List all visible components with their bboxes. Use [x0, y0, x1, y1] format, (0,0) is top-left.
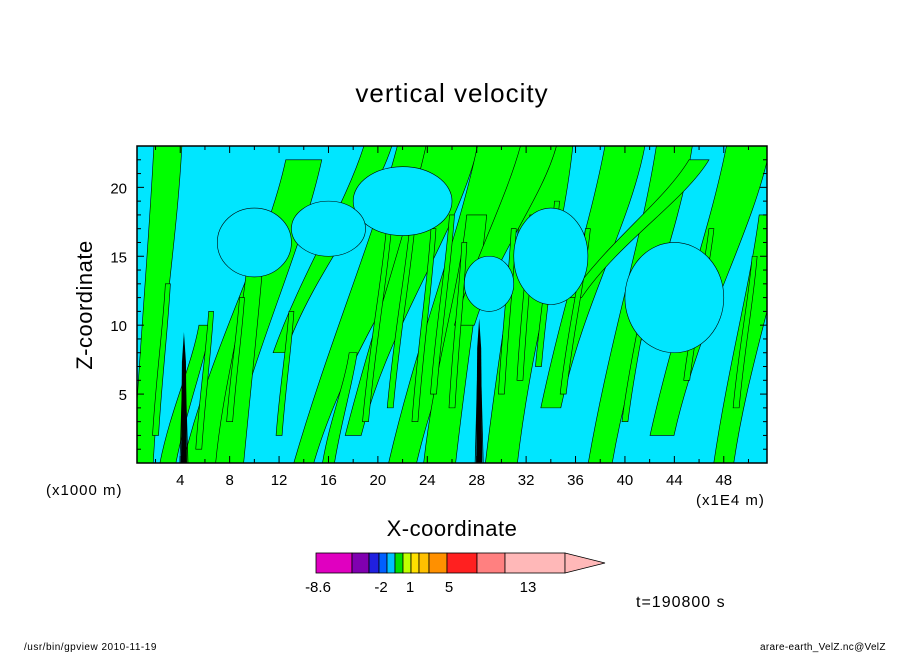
colorbar-label: 5 [445, 579, 453, 596]
colorbar-segment [368, 552, 380, 574]
updraft-contour [479, 358, 482, 463]
contour-filament [411, 228, 437, 422]
contour-filament [498, 228, 517, 395]
contour-filament [430, 214, 455, 395]
colorbar-segment [394, 552, 404, 574]
contour-pocket [352, 166, 453, 236]
chart-title: vertical velocity [355, 78, 549, 108]
updraft-contour [476, 358, 479, 463]
updraft-contour [184, 372, 187, 463]
colorbar-segment [504, 552, 566, 574]
updraft-contour [184, 372, 189, 463]
y-tick-label: 5 [119, 387, 127, 404]
updraft-contour [474, 358, 479, 463]
updraft-contour [181, 372, 184, 463]
contour-filament [195, 311, 214, 450]
x-tick-label: 20 [370, 472, 387, 489]
contour-pocket [513, 207, 589, 305]
x-tick-label: 44 [666, 472, 683, 489]
contour-filament [732, 255, 758, 409]
colorbar-segment [315, 552, 353, 574]
x-tick-label: 40 [617, 472, 634, 489]
contour-pocket [464, 255, 515, 312]
updraft-marks [179, 318, 484, 463]
colorbar-segment [410, 552, 420, 574]
colorbar-segment [476, 552, 506, 574]
x-tick-label: 32 [518, 472, 535, 489]
footer-file: arare-earth_VelZ.nc@VelZ [760, 642, 886, 653]
x-tick-label: 24 [419, 472, 436, 489]
contour-filament [226, 297, 245, 422]
contour-pocket [291, 200, 366, 257]
colorbar-segment [446, 552, 478, 574]
contour-pocket [624, 242, 725, 354]
colorbar-label: -2 [374, 579, 387, 596]
contour-filament [448, 242, 468, 409]
x-tick-label: 48 [715, 472, 732, 489]
contour-filament [275, 311, 295, 436]
updraft-contour [479, 358, 484, 463]
updraft-contour [179, 372, 184, 463]
contour-region [568, 159, 710, 298]
y-axis: 5 10 15 20 [110, 159, 767, 450]
y-axis-label: Z-coordinate [72, 240, 97, 370]
colorbar-label: 1 [406, 579, 414, 596]
y-tick-label: 10 [110, 318, 127, 335]
x-tick-label: 36 [567, 472, 584, 489]
x-tick-label: 28 [468, 472, 485, 489]
contour-pocket [216, 207, 292, 278]
x-axis: 4 8 12 16 20 24 28 32 36 40 44 48 [155, 146, 749, 489]
colorbar-label: 13 [520, 579, 537, 596]
x-axis-scale-note: (x1E4 m) [696, 492, 765, 509]
contour-regions [137, 146, 767, 463]
colorbar-segment [418, 552, 430, 574]
x-axis-label: X-coordinate [386, 516, 518, 541]
colorbar-segment [386, 552, 396, 574]
y-tick-label: 20 [110, 180, 127, 197]
x-tick-label: 12 [271, 472, 288, 489]
x-tick-label: 4 [176, 472, 184, 489]
colorbar: -8.6 -2 1 5 13 [305, 552, 606, 596]
colorbar-segment [428, 552, 448, 574]
x-tick-label: 8 [225, 472, 233, 489]
x-axis-unit: (x1000 m) [46, 482, 123, 499]
colorbar-label: -8.6 [305, 579, 331, 596]
colorbar-segment [351, 552, 370, 574]
colorbar-arrow [564, 552, 606, 574]
colorbar-segment [402, 552, 412, 574]
colorbar-segment [378, 552, 388, 574]
x-tick-label: 16 [320, 472, 337, 489]
y-tick-label: 15 [110, 249, 127, 266]
contour-filament [152, 283, 171, 436]
footer-program: /usr/bin/gpview 2010-11-19 [24, 642, 157, 653]
contour-region [322, 352, 358, 463]
time-label: t=190800 s [636, 594, 726, 611]
